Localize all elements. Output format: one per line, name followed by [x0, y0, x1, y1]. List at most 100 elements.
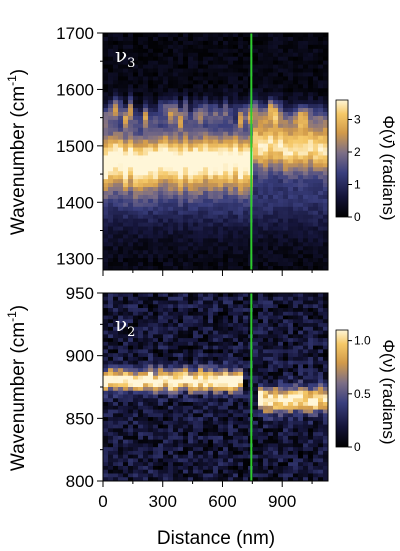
heatmap-cell: [263, 191, 269, 196]
heatmap-cell: [258, 477, 264, 481]
heatmap-cell: [103, 465, 109, 471]
heatmap-cell: [228, 76, 234, 81]
heatmap-cell: [188, 383, 194, 388]
heatmap-cell: [208, 323, 214, 328]
heatmap-cell: [183, 390, 189, 396]
heatmap-cell: [178, 296, 184, 302]
heatmap-cell: [188, 96, 194, 101]
heatmap-cell: [298, 183, 304, 188]
heatmap-cell: [118, 171, 124, 176]
heatmap-cell: [243, 254, 249, 259]
heatmap-cell: [293, 108, 299, 113]
heatmap-cell: [228, 250, 234, 255]
heatmap-cell: [153, 92, 159, 97]
heatmap-cell: [293, 469, 299, 475]
heatmap-cell: [163, 409, 169, 414]
heatmap-cell: [223, 36, 229, 42]
heatmap-cell: [313, 139, 319, 145]
heatmap-cell: [228, 198, 234, 204]
heatmap-cell: [273, 183, 279, 188]
heatmap-cell: [138, 375, 144, 381]
heatmap-cell: [288, 36, 294, 42]
heatmap-cell: [178, 72, 184, 78]
heatmap-cell: [243, 88, 249, 93]
heatmap-cell: [243, 230, 249, 236]
heatmap-cell: [243, 234, 249, 239]
heatmap-cell: [243, 175, 249, 180]
heatmap-cell: [298, 171, 304, 176]
heatmap-cell: [318, 447, 324, 452]
heatmap-cell: [178, 48, 184, 54]
heatmap-cell: [278, 330, 284, 335]
heatmap-cell: [113, 44, 119, 50]
heatmap-cell: [128, 52, 134, 58]
heatmap-cell: [243, 147, 249, 153]
heatmap-cell: [238, 135, 244, 141]
heatmap-cell: [123, 330, 129, 335]
heatmap-cell: [218, 394, 224, 399]
heatmap-cell: [183, 100, 189, 105]
heatmap-cell: [288, 56, 294, 62]
heatmap-cell: [183, 379, 189, 384]
heatmap-cell: [278, 175, 284, 180]
heatmap-cell: [263, 64, 269, 70]
heatmap-cell: [138, 368, 144, 373]
heatmap-cell: [198, 435, 204, 441]
heatmap-cell: [133, 119, 139, 125]
heatmap-cell: [168, 300, 174, 305]
heatmap-cell: [103, 477, 109, 481]
heatmap-cell: [233, 417, 239, 422]
heatmap-cell: [243, 296, 249, 302]
heatmap-cell: [213, 375, 219, 381]
heatmap-cell: [293, 266, 299, 270]
heatmap-cell: [123, 76, 129, 81]
heatmap-cell: [123, 96, 129, 101]
heatmap-cell: [193, 394, 199, 399]
heatmap-cell: [158, 72, 164, 78]
heatmap-cell: [188, 296, 194, 302]
heatmap-cell: [323, 319, 328, 324]
heatmap-cell: [218, 242, 224, 247]
heatmap-cell: [153, 311, 159, 317]
heatmap-cell: [168, 345, 174, 350]
heatmap-cell: [138, 254, 144, 259]
heatmap-cell: [268, 167, 274, 172]
heatmap-cell: [158, 206, 164, 212]
heatmap-cell: [288, 258, 294, 263]
heatmap-cell: [228, 159, 234, 164]
heatmap-cell: [313, 308, 319, 313]
heatmap-cell: [293, 80, 299, 85]
heatmap-cell: [233, 368, 239, 373]
heatmap-cell: [223, 293, 229, 298]
heatmap-cell: [313, 432, 319, 437]
heatmap-cell: [213, 198, 219, 204]
heatmap-cell: [173, 72, 179, 78]
heatmap-cell: [253, 33, 259, 38]
heatmap-cell: [278, 123, 284, 129]
heatmap-cell: [133, 258, 139, 263]
heatmap-cell: [238, 319, 244, 324]
heatmap-cell: [153, 349, 159, 354]
heatmap-cell: [133, 465, 139, 471]
heatmap-cell: [118, 202, 124, 208]
heatmap-cell: [113, 151, 119, 157]
heatmap-cell: [138, 443, 144, 448]
heatmap-cell: [188, 242, 194, 247]
heatmap-cell: [188, 330, 194, 335]
heatmap-cell: [138, 353, 144, 358]
heatmap-cell: [223, 198, 229, 204]
heatmap-cell: [263, 345, 269, 350]
heatmap-cell: [128, 428, 134, 433]
heatmap-cell: [258, 390, 264, 396]
heatmap-cell: [243, 443, 249, 448]
heatmap-cell: [163, 356, 169, 362]
heatmap-cell: [103, 398, 109, 403]
heatmap-cell: [118, 48, 124, 54]
heatmap-cell: [223, 214, 229, 220]
heatmap-cell: [193, 218, 199, 224]
heatmap-cell: [223, 147, 229, 153]
heatmap-cell: [313, 214, 319, 220]
heatmap-cell: [148, 300, 154, 305]
heatmap-cell: [148, 315, 154, 320]
heatmap-cell: [198, 375, 204, 381]
